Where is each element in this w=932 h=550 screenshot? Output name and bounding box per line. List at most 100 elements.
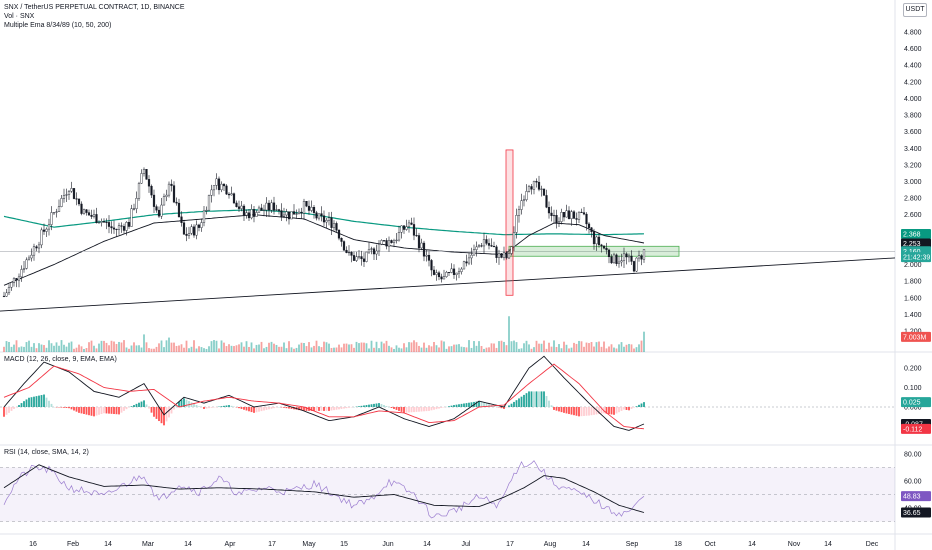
volume-bar [58, 345, 60, 352]
candle-down [437, 272, 441, 278]
candle-up [257, 207, 261, 213]
macd-histogram-bar [203, 407, 205, 409]
volume-bar [158, 343, 160, 352]
macd-histogram-bar [290, 407, 293, 409]
candle-up [380, 240, 383, 245]
candle-down [562, 212, 566, 218]
candle-down [122, 226, 126, 231]
volume-bar [160, 340, 163, 352]
macd-histogram-bar [330, 407, 333, 411]
candle-down [345, 249, 348, 253]
macd-histogram-bar [3, 407, 5, 417]
volume-bar [495, 347, 498, 352]
volume-legend[interactable]: Vol · SNX [4, 13, 35, 20]
candle-down [197, 224, 201, 228]
macd-histogram-bar [198, 406, 200, 407]
candle-up [290, 211, 293, 220]
candle-up [357, 256, 361, 258]
macd-legend[interactable]: MACD (12, 26, close, 9, EMA, EMA) [4, 356, 117, 363]
volume-bar [270, 341, 273, 352]
price-axis[interactable]: 4.800 4.600 4.400 4.200 4.000 3.800 3.600 3.400… [901, 30, 931, 518]
candle-up [167, 183, 171, 196]
price-tick-label: 2.800 [904, 196, 922, 203]
volume-bar [248, 346, 250, 352]
volume-bar [130, 345, 133, 352]
macd-histogram-bar [153, 407, 155, 417]
macd-histogram-bar [255, 407, 258, 413]
macd-histogram-bar [30, 397, 33, 407]
candle-up [40, 229, 43, 246]
macd-histogram-bar [240, 407, 243, 409]
macd-histogram-bar [175, 405, 178, 407]
volume-bar [173, 342, 175, 352]
macd-histogram-bar [390, 407, 393, 408]
volume-bar [190, 346, 193, 352]
candle-up [477, 245, 481, 248]
volume-bar [215, 340, 218, 352]
volume-bar [105, 342, 108, 352]
volume-bar [555, 347, 558, 352]
candle-down [335, 223, 338, 231]
macd-histogram-bar [110, 407, 113, 414]
macd-histogram-bar [68, 407, 70, 409]
symbol-title[interactable]: SNX / TetherUS PERPETUAL CONTRACT, 1D, B… [4, 4, 185, 11]
time-axis[interactable]: 16 Feb 14 Mar 14 Apr 17 May 15 Jun 14 Jul 17 Aug 14 Sep… [29, 541, 879, 548]
macd-histogram-bar [105, 407, 108, 414]
macd-histogram-bar [248, 407, 250, 412]
volume-bar [20, 346, 23, 352]
candle-up [642, 249, 646, 260]
volume-bar [45, 347, 48, 352]
volume-bar [288, 341, 290, 352]
macd-histogram-bar [415, 407, 418, 412]
ema-legend[interactable]: Multiple Ema 8/34/89 (10, 50, 200) [4, 22, 112, 29]
macd-histogram-bar [335, 407, 338, 410]
macd-histogram-bar [363, 405, 365, 407]
candle-down [247, 212, 251, 219]
price-tick-label: 3.000 [904, 179, 922, 186]
currency-unit-button[interactable]: USDT [903, 3, 927, 17]
candle-down [447, 271, 451, 273]
macd-histogram-bar [548, 400, 550, 407]
volume-bar [43, 345, 45, 352]
macd-histogram-bar [398, 407, 400, 411]
rsi-pane[interactable] [0, 460, 895, 522]
volume-bar [523, 343, 525, 352]
volume-bar [618, 344, 620, 352]
candle-up [355, 256, 358, 261]
candle-up [370, 248, 373, 250]
macd-pane[interactable] [0, 355, 895, 431]
macd-histogram-bar [208, 407, 210, 409]
volume-bar [218, 348, 220, 352]
price-tick-label: 4.800 [904, 30, 922, 37]
macd-histogram-bar [453, 405, 455, 407]
macd-histogram-bar [420, 407, 423, 412]
candle-down [127, 222, 131, 227]
candle-up [202, 210, 206, 223]
candle-up [375, 250, 378, 255]
price-tick-label: 1.600 [904, 295, 922, 302]
macd-histogram-bar [103, 407, 105, 414]
volume-bar [35, 348, 38, 352]
volume-bar [543, 340, 545, 352]
candle-down [267, 202, 271, 211]
volume-bar [313, 345, 315, 352]
macd-histogram-bar [400, 407, 403, 412]
price-pane[interactable] [0, 149, 896, 312]
volume-bar [300, 342, 303, 352]
candle-down [427, 254, 431, 261]
macd-histogram-bar [520, 396, 523, 407]
price-badge [901, 238, 931, 249]
candle-up [92, 214, 96, 217]
volume-bar [578, 340, 580, 352]
candle-up [97, 222, 101, 224]
candle-down [440, 276, 443, 280]
volume-bar [88, 342, 90, 352]
volume-bar [268, 342, 270, 352]
macd-histogram-bar [558, 407, 560, 412]
volume-bar [473, 341, 475, 352]
rsi-legend[interactable]: RSI (14, close, SMA, 14, 2) [4, 449, 89, 456]
macd-histogram-bar [325, 407, 328, 411]
volume-bar [615, 348, 618, 352]
macd-histogram-bar [513, 401, 515, 407]
